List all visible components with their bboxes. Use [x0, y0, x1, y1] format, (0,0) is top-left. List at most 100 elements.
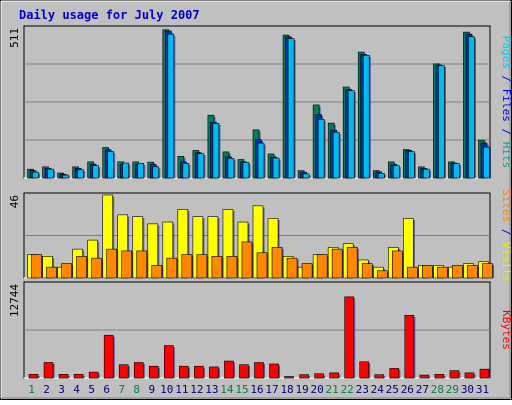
bar-kbytes-day-11: [179, 365, 189, 379]
axis-label-part: Visits: [500, 242, 512, 282]
bar-sites-day-1: [31, 254, 42, 279]
bar-pages-day-19: [302, 173, 310, 179]
bar-kbytes-day-30: [464, 372, 475, 379]
bar-sites-day-10: [166, 257, 178, 279]
bar-kbytes-day-15: [239, 364, 249, 379]
bar-kbytes-day-14: [224, 360, 234, 379]
bar-pages-day-24: [377, 173, 385, 179]
bar-kbytes-day-17: [269, 363, 279, 379]
panel-pages-files-hits: 511 Pages / Files / Hits: [8, 25, 512, 179]
bar-kbytes-day-22: [344, 296, 354, 379]
bar-pages-day-4: [77, 169, 84, 179]
bar-pages-day-23: [362, 54, 370, 179]
bar-sites-day-14: [226, 256, 238, 279]
x-tick-label-day-9: 9: [148, 383, 155, 396]
panel-kbytes: 12744 KBytes: [8, 281, 512, 379]
bar-sites-day-18: [286, 257, 298, 279]
bar-kbytes-day-16: [254, 362, 264, 379]
bar-pages-day-5: [92, 165, 99, 179]
bar-pages-day-30: [468, 36, 475, 179]
x-tick-label-day-20: 20: [311, 383, 324, 396]
bar-pages-day-20: [317, 118, 325, 179]
bar-sites-day-13: [211, 256, 223, 279]
bar-kbytes-day-19: [299, 374, 309, 379]
axis-label-part: Hits: [500, 142, 512, 169]
bar-pages-day-28: [438, 65, 445, 179]
bar-sites-day-4: [76, 256, 87, 279]
axis-label-part: Sites: [500, 189, 512, 222]
x-tick-label-day-24: 24: [371, 383, 385, 396]
bar-pages-day-7: [122, 162, 130, 179]
bar-kbytes-day-27: [419, 374, 430, 379]
bar-kbytes-day-2: [43, 362, 54, 379]
x-tick-label-day-11: 11: [175, 383, 188, 396]
bar-pages-day-8: [137, 163, 145, 179]
bar-pages-day-3: [62, 174, 69, 179]
x-tick-label-day-28: 28: [431, 383, 444, 396]
bar-kbytes-day-1: [28, 374, 39, 379]
bar-pages-day-17: [272, 157, 280, 179]
bar-kbytes-day-25: [389, 368, 400, 379]
y-max-label: 12744: [8, 284, 21, 317]
axis-label-part: /: [500, 69, 512, 89]
bar-kbytes-day-12: [194, 365, 204, 379]
bar-sites-day-2: [46, 266, 57, 279]
bar-kbytes-day-24: [374, 374, 385, 379]
x-tick-label-day-7: 7: [118, 383, 125, 396]
bar-sites-day-7: [121, 250, 133, 279]
bar-kbytes-day-9: [148, 365, 159, 379]
x-tick-label-day-1: 1: [28, 383, 35, 396]
bar-pages-day-12: [197, 153, 205, 179]
bar-pages-day-6: [107, 151, 114, 179]
series-axis-label: Sites / Visits: [500, 189, 512, 282]
x-tick-label-day-25: 25: [386, 383, 399, 396]
bar-sites-day-12: [196, 254, 208, 279]
bar-kbytes-day-7: [118, 364, 129, 379]
bar-pages-day-13: [212, 123, 220, 179]
bar-pages-day-22: [347, 90, 355, 179]
x-tick-label-day-29: 29: [446, 383, 459, 396]
bar-kbytes-day-23: [359, 361, 370, 379]
y-max-label: 511: [8, 28, 21, 48]
series-sites: [31, 241, 494, 279]
x-tick-label-day-22: 22: [341, 383, 354, 396]
x-tick-label-day-18: 18: [280, 383, 293, 396]
x-tick-label-day-31: 31: [476, 383, 489, 396]
chart-title: Daily usage for July 2007: [19, 8, 200, 22]
bar-kbytes-day-28: [434, 374, 445, 379]
bar-kbytes-day-13: [209, 366, 219, 379]
bar-sites-day-15: [241, 241, 253, 279]
bar-sites-day-11: [181, 254, 193, 279]
bar-sites-day-29: [452, 265, 463, 279]
y-max-label: 46: [8, 195, 21, 208]
x-tick-label-day-19: 19: [295, 383, 308, 396]
bar-sites-day-17: [271, 247, 283, 279]
axis-label-part: Files: [500, 89, 512, 122]
series-axis-label: Pages / Files / Hits: [500, 36, 512, 169]
panel-visits-sites: 46 Sites / Visits: [8, 189, 512, 282]
bar-pages-day-1: [32, 171, 39, 179]
bar-pages-day-14: [227, 158, 235, 179]
x-tick-label-day-14: 14: [220, 383, 234, 396]
bar-kbytes-day-20: [314, 373, 324, 379]
bar-kbytes-day-8: [133, 362, 144, 379]
axis-label-part: /: [500, 122, 512, 142]
bar-sites-day-27: [422, 265, 433, 279]
x-tick-label-day-6: 6: [103, 383, 110, 396]
bar-pages-day-27: [423, 168, 430, 179]
x-axis-labels: 1 2 3 4 5 6 7 8 9 10 11 12 13 14 15 16 17 18 19 20 21 22 23 24 2…: [28, 383, 489, 396]
bar-sites-day-20: [316, 254, 328, 279]
bar-sites-day-21: [331, 248, 343, 279]
x-tick-label-day-5: 5: [88, 383, 95, 396]
axis-label-part: Pages: [500, 36, 512, 69]
bar-kbytes-day-6: [103, 334, 114, 379]
bar-pages-day-21: [332, 131, 340, 179]
x-tick-label-day-3: 3: [58, 383, 65, 396]
x-tick-label-day-12: 12: [190, 383, 203, 396]
bar-pages-day-11: [182, 163, 190, 179]
axis-label-part: /: [500, 222, 512, 242]
bar-sites-day-25: [391, 250, 403, 279]
bar-sites-day-3: [61, 263, 72, 279]
